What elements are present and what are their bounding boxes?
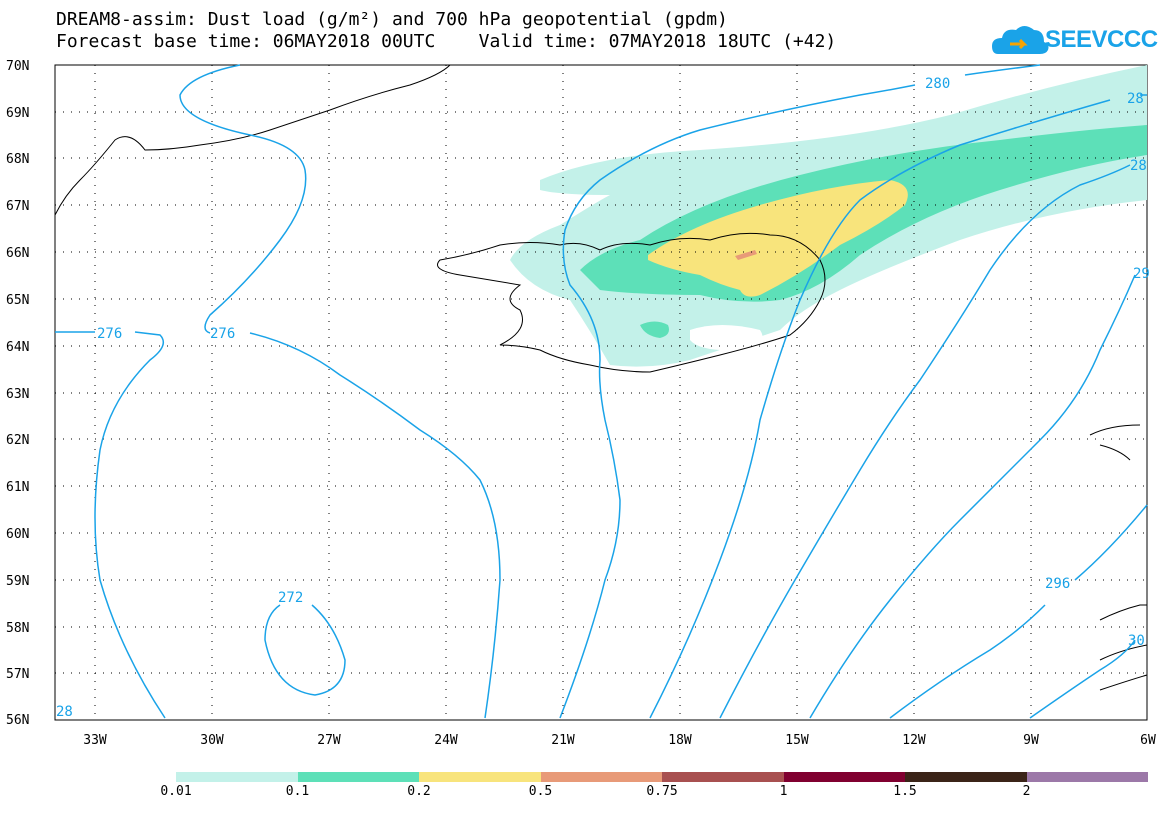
legend-swatch	[176, 772, 298, 782]
coast-iceland	[437, 232, 826, 373]
contour-280	[559, 64, 1041, 719]
contour-292	[809, 274, 1136, 719]
contour-labels: 276 276 272 280 28 28 29 296 30 28	[56, 76, 1150, 720]
lon-label: 30W	[200, 733, 224, 748]
coast-scotland	[1099, 604, 1148, 691]
contour-288	[719, 164, 1131, 719]
chart-title: DREAM8-assim: Dust load (g/m²) and 700 h…	[56, 9, 728, 30]
lat-label: 68N	[6, 152, 29, 167]
legend-label: 0.75	[646, 784, 678, 799]
contour-label: 30	[1128, 633, 1145, 649]
lon-label: 18W	[668, 733, 692, 748]
coast-faroe	[1089, 424, 1141, 461]
color-legend: 0.01 0.1 0.2 0.5 0.75 1 1.5 2	[0, 760, 1175, 810]
lat-label: 63N	[6, 387, 29, 402]
coastlines	[54, 64, 1148, 691]
legend-label: 1	[779, 784, 788, 799]
contour-label: 272	[278, 590, 303, 606]
contour-label: 296	[1045, 576, 1070, 592]
lat-label: 67N	[6, 199, 29, 214]
contour-label: 276	[210, 326, 235, 342]
legend-swatch	[783, 772, 905, 782]
contour-284	[649, 94, 1147, 719]
legend-swatch	[662, 772, 784, 782]
legend-label: 0.5	[528, 784, 553, 799]
legend-swatch	[297, 772, 419, 782]
lon-label: 24W	[434, 733, 458, 748]
coast-greenland	[54, 64, 451, 216]
lat-label: 64N	[6, 340, 29, 355]
contour-276-main	[179, 64, 501, 719]
legend-swatch	[540, 772, 662, 782]
legend-label: 0.2	[407, 784, 431, 799]
lon-label: 27W	[317, 733, 341, 748]
dust-shading	[510, 65, 1147, 367]
lat-label: 66N	[6, 246, 29, 261]
lat-label: 70N	[6, 59, 29, 74]
lat-label: 56N	[6, 713, 29, 728]
lat-label: 65N	[6, 293, 29, 308]
contour-label: 29	[1133, 266, 1150, 282]
lon-label: 6W	[1140, 733, 1156, 748]
contour-label: 276	[97, 326, 122, 342]
lon-label: 33W	[83, 733, 107, 748]
legend-label: 2	[1022, 784, 1031, 799]
geopotential-contours	[55, 64, 1148, 719]
longitude-labels: 33W 30W 27W 24W 21W 18W 15W 12W 9W 6W	[83, 733, 1156, 748]
latitude-labels: 70N 69N 68N 67N 66N 65N 64N 63N 62N 61N …	[6, 59, 29, 728]
lat-label: 59N	[6, 574, 29, 589]
lat-label: 69N	[6, 106, 29, 121]
lon-label: 15W	[785, 733, 809, 748]
lon-label: 21W	[551, 733, 575, 748]
legend-swatch	[1026, 772, 1148, 782]
contour-300	[1029, 639, 1136, 719]
chart-subtitle: Forecast base time: 06MAY2018 00UTC Vali…	[56, 31, 837, 52]
lat-label: 58N	[6, 621, 29, 636]
lat-label: 57N	[6, 667, 29, 682]
legend-label: 0.1	[285, 784, 310, 799]
legend-swatch	[905, 772, 1027, 782]
dust-level-0.2	[648, 180, 908, 297]
contour-label: 280	[925, 76, 950, 92]
contour-label: 28	[1127, 91, 1144, 107]
legend-label: 1.5	[893, 784, 917, 799]
contour-label: 28	[1130, 158, 1147, 174]
dust-gap	[690, 325, 763, 351]
lat-label: 62N	[6, 433, 29, 448]
lat-label: 60N	[6, 527, 29, 542]
lon-label: 12W	[902, 733, 926, 748]
contour-296	[889, 504, 1148, 719]
lon-label: 9W	[1023, 733, 1039, 748]
map: 276 276 272 280 28 28 29 296 30 28 70N 6…	[6, 59, 1156, 748]
cloud-icon	[992, 26, 1049, 54]
logo-text: SEEVCCC	[1045, 26, 1158, 53]
lat-label: 61N	[6, 480, 29, 495]
dust-level-0.1-b	[640, 321, 669, 338]
legend-label: 0.01	[160, 784, 192, 799]
contour-label: 28	[56, 704, 73, 720]
contour-276-west	[55, 331, 166, 719]
legend-swatch	[419, 772, 541, 782]
contour-272	[264, 604, 346, 696]
